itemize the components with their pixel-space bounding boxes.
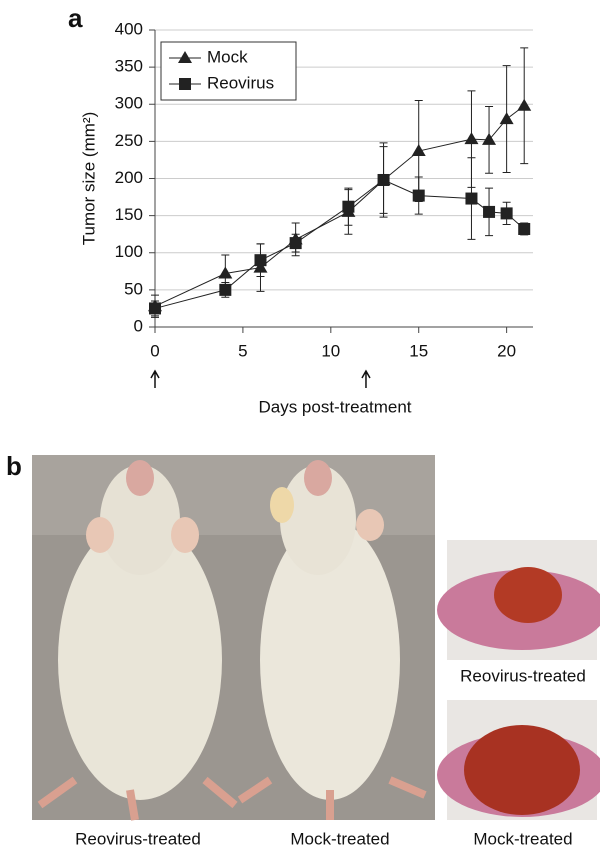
x-tick-label: 0 [150,341,159,360]
marker [464,132,479,145]
marker [342,200,355,213]
y-tick-label: 350 [115,57,143,76]
treatment-arrow [150,369,160,388]
y-tick-label: 100 [115,242,143,261]
y-axis-label: Tumor size (mm²) [79,112,98,245]
y-tick-label: 150 [115,205,143,224]
marker [465,192,478,205]
treatment-arrow [361,369,371,388]
x-tick-label: 10 [321,341,340,360]
marker [500,207,513,220]
marker [499,112,514,125]
y-tick-label: 200 [115,168,143,187]
marker [412,189,425,202]
marker [518,222,531,235]
marker [254,254,267,267]
marker [289,237,302,250]
mouse-photo [32,455,435,821]
marker [218,266,233,279]
marker [149,302,161,315]
x-axis-label: Days post-treatment [258,397,411,416]
y-tick-label: 50 [124,279,143,298]
marker [411,144,426,157]
photo-caption: Reovirus-treated [75,829,201,848]
legend-label: Mock [207,47,248,66]
marker [179,78,191,90]
panel-label: b [6,451,22,481]
tumor-photo [437,540,600,820]
marker [377,173,390,186]
y-tick-label: 250 [115,131,143,150]
legend-label: Reovirus [207,73,274,92]
y-tick-label: 300 [115,94,143,113]
marker [219,283,232,296]
x-tick-label: 5 [238,341,247,360]
marker [483,205,496,218]
y-tick-label: 400 [115,19,143,38]
series-line [154,105,525,307]
panel-label: a [68,3,83,33]
marker [178,51,192,63]
photo-caption: Mock-treated [290,829,389,848]
marker [517,98,532,111]
legend-box [160,41,297,101]
photo-caption: Mock-treated [473,829,572,848]
marker [482,132,497,145]
photo-caption: Reovirus-treated [460,666,586,685]
y-tick-label: 0 [134,316,143,335]
x-tick-label: 15 [409,341,428,360]
x-tick-label: 20 [497,341,516,360]
